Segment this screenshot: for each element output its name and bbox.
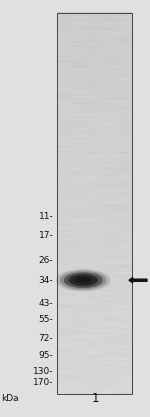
Text: 95-: 95- <box>39 351 53 360</box>
Text: 55-: 55- <box>39 315 53 324</box>
Text: 1: 1 <box>92 392 99 405</box>
Text: 43-: 43- <box>39 299 53 308</box>
Ellipse shape <box>69 274 98 286</box>
Text: 17-: 17- <box>39 231 53 240</box>
Bar <box>57 13 132 394</box>
Text: 170-: 170- <box>33 378 53 387</box>
Text: kDa: kDa <box>2 394 19 403</box>
Ellipse shape <box>60 271 107 290</box>
Text: 34-: 34- <box>39 276 53 285</box>
Text: 72-: 72- <box>39 334 53 343</box>
Ellipse shape <box>75 276 92 284</box>
Text: 11-: 11- <box>39 212 53 221</box>
Ellipse shape <box>64 272 103 288</box>
Text: 26-: 26- <box>39 256 53 265</box>
Ellipse shape <box>56 269 111 291</box>
Text: 130-: 130- <box>33 367 53 376</box>
FancyArrow shape <box>129 278 147 283</box>
